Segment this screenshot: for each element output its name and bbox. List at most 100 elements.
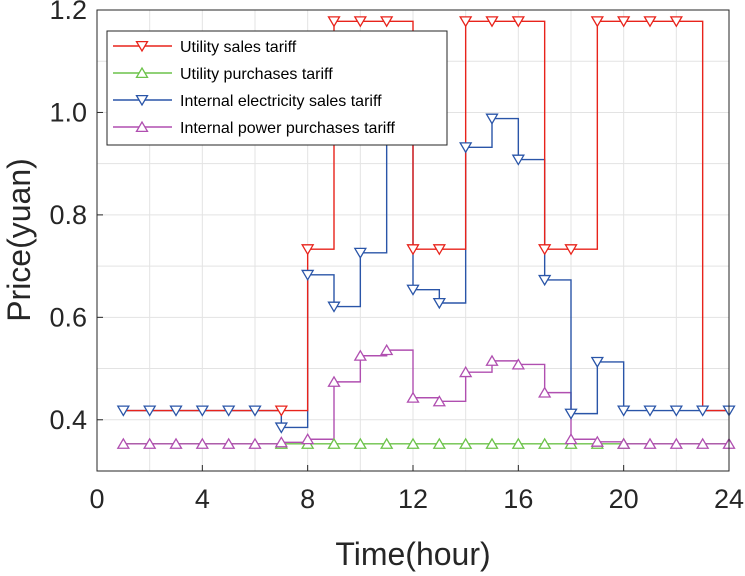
legend-label: Internal electricity sales tariff	[180, 93, 382, 110]
data-point-3	[643, 405, 657, 417]
data-point-4	[327, 375, 341, 387]
data-point-3	[169, 405, 183, 417]
data-point-1	[538, 244, 552, 256]
data-point-2	[459, 437, 473, 449]
data-point-3	[301, 269, 315, 282]
legend-label: Utility purchases tariff	[180, 66, 333, 83]
data-point-3	[195, 405, 209, 417]
x-tick-label: 24	[714, 484, 744, 514]
data-point-4	[459, 365, 473, 378]
x-tick-labels: 0 4 8 12 16 20 24	[89, 484, 744, 514]
legend-label: Utility sales tariff	[180, 39, 297, 56]
data-point-1	[353, 16, 367, 28]
legend: Utility sales tariff Utility purchases ta…	[106, 30, 448, 146]
data-point-4	[195, 437, 209, 449]
data-point-4	[353, 349, 367, 361]
x-tick-label: 8	[300, 484, 315, 514]
data-point-4	[143, 437, 157, 449]
data-point-1	[432, 244, 446, 256]
data-point-3	[564, 408, 578, 420]
y-axis-label: Price(yuan)	[1, 158, 37, 322]
data-point-4	[222, 437, 236, 449]
data-point-1	[669, 16, 683, 28]
x-tick-label: 20	[609, 484, 639, 514]
data-point-1	[459, 16, 473, 28]
data-point-4	[406, 391, 420, 403]
data-point-1	[380, 16, 394, 28]
data-point-3	[511, 154, 525, 166]
data-point-3	[248, 405, 262, 417]
data-point-4	[116, 437, 130, 449]
data-point-4	[169, 437, 183, 449]
data-point-3	[327, 301, 341, 313]
data-point-3	[538, 274, 552, 287]
data-point-3	[485, 113, 499, 125]
data-point-2	[327, 437, 341, 449]
data-point-1	[485, 16, 499, 28]
data-point-4	[643, 437, 657, 449]
legend-marker	[135, 120, 149, 133]
legend-marker	[135, 94, 149, 107]
data-point-1	[274, 405, 288, 417]
data-point-4	[617, 437, 631, 449]
legend-marker	[135, 40, 149, 53]
data-point-1	[511, 16, 525, 28]
data-point-3	[696, 405, 710, 417]
data-point-2	[353, 437, 367, 449]
y-tick-label: 0.6	[49, 302, 87, 332]
data-point-1	[327, 16, 341, 28]
data-point-4	[432, 395, 446, 407]
data-point-2	[380, 437, 394, 449]
data-point-4	[511, 358, 525, 370]
data-point-4	[590, 435, 604, 447]
data-point-4	[669, 437, 683, 449]
x-tick-label: 16	[503, 484, 533, 514]
data-point-3	[116, 405, 130, 417]
data-point-4	[564, 433, 578, 445]
legend-box	[106, 30, 448, 146]
data-point-1	[643, 16, 657, 28]
x-tick-label: 0	[89, 484, 104, 514]
data-point-1	[301, 244, 315, 256]
data-point-1	[590, 16, 604, 28]
series-line-4	[123, 349, 729, 445]
y-tick-labels: 0.4 0.6 0.8 1.0 1.2	[49, 0, 87, 435]
data-point-1	[564, 244, 578, 256]
data-point-3	[406, 284, 420, 296]
data-point-3	[432, 297, 446, 310]
data-point-4	[301, 433, 315, 445]
x-tick-label: 4	[195, 484, 210, 514]
data-point-1	[406, 244, 420, 256]
data-point-4	[380, 343, 394, 356]
y-tick-label: 1.2	[49, 0, 87, 25]
data-point-3	[353, 247, 367, 260]
data-point-3	[143, 405, 157, 417]
data-point-2	[511, 437, 525, 449]
axis-ticks	[96, 9, 730, 471]
data-point-3	[669, 405, 683, 417]
legend-label: Internal power purchases tariff	[180, 120, 395, 137]
x-axis-label: Time(hour)	[335, 536, 490, 572]
data-point-4	[248, 437, 262, 449]
y-tick-label: 1.0	[49, 97, 87, 127]
data-point-3	[617, 405, 631, 417]
data-point-3	[222, 405, 236, 417]
data-point-2	[406, 437, 420, 449]
y-tick-label: 0.8	[49, 200, 87, 230]
series-line-3	[123, 117, 729, 429]
data-point-1	[617, 16, 631, 28]
x-tick-label: 12	[398, 484, 428, 514]
data-point-4	[274, 436, 288, 448]
data-point-4	[696, 437, 710, 449]
data-point-3	[274, 422, 288, 434]
data-point-3	[590, 356, 604, 369]
legend-marker	[135, 66, 149, 79]
data-point-4	[485, 354, 499, 366]
data-point-2	[538, 437, 552, 449]
data-point-2	[432, 437, 446, 449]
data-point-3	[459, 142, 473, 154]
data-point-4	[538, 386, 552, 398]
y-tick-label: 0.4	[49, 405, 87, 435]
data-point-2	[485, 437, 499, 449]
